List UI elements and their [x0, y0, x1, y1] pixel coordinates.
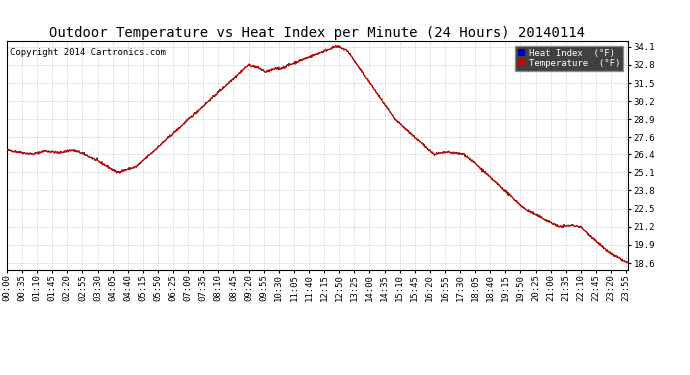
Text: Copyright 2014 Cartronics.com: Copyright 2014 Cartronics.com — [10, 48, 166, 57]
Title: Outdoor Temperature vs Heat Index per Minute (24 Hours) 20140114: Outdoor Temperature vs Heat Index per Mi… — [50, 26, 585, 40]
Legend: Heat Index  (°F), Temperature  (°F): Heat Index (°F), Temperature (°F) — [515, 46, 623, 71]
